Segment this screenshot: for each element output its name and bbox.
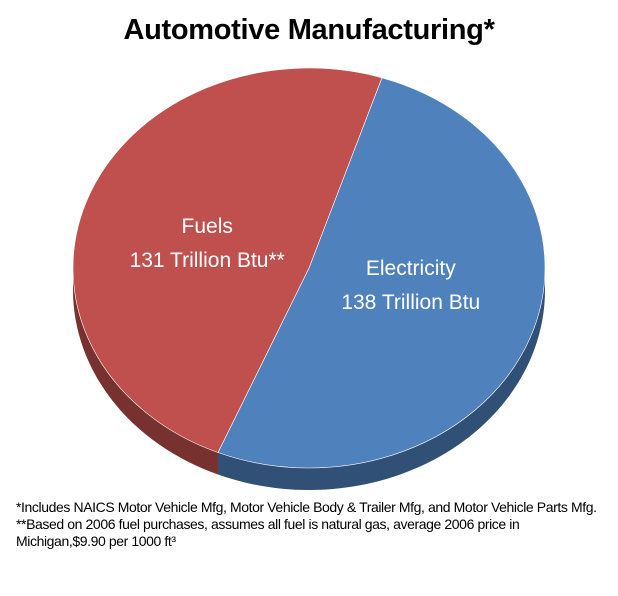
footnote-2: **Based on 2006 fuel purchases, assumes …	[16, 516, 520, 549]
pie-labels: Electricity 138 Trillion Btu Fuels 131 Tril…	[130, 215, 481, 314]
pie-side-electricity	[217, 268, 545, 491]
pie-chart: Electricity 138 Trillion Btu Fuels 131 Tril…	[72, 67, 546, 491]
slice-label-fuels: Fuels 131 Trillion Btu**	[130, 215, 285, 272]
chart-title: Automotive Manufacturing*	[123, 14, 495, 46]
footnote-1: *Includes NAICS Motor Vehicle Mfg, Motor…	[16, 499, 597, 515]
pie-top	[72, 67, 546, 469]
pie-slice-fuels	[72, 67, 383, 453]
footnotes: *Includes NAICS Motor Vehicle Mfg, Motor…	[16, 499, 612, 550]
pie-side-fuels	[73, 268, 218, 475]
pie-sides	[73, 268, 545, 491]
pie-slice-electricity	[217, 77, 546, 469]
slice-label-electricity: Electricity 138 Trillion Btu	[341, 257, 480, 314]
